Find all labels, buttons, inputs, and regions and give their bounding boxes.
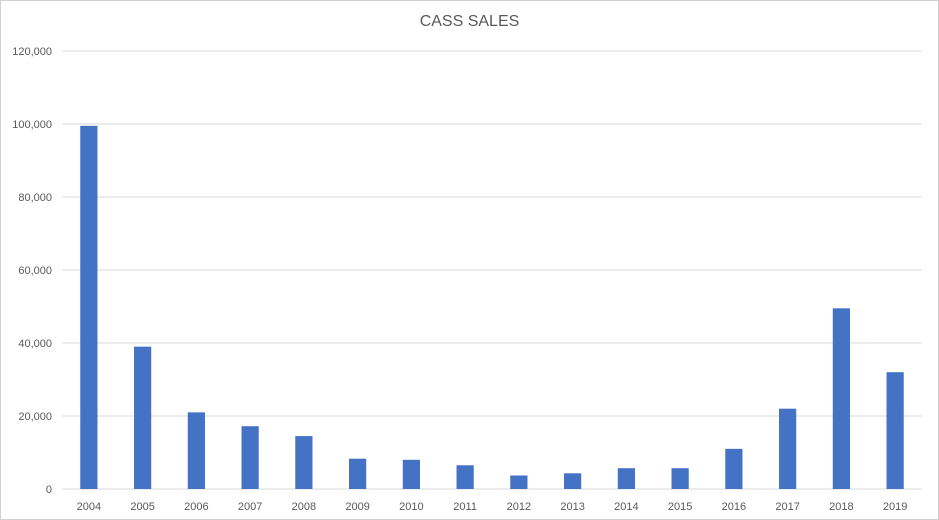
bar-2006 bbox=[187, 412, 205, 489]
x-tick-label-2017: 2017 bbox=[775, 501, 799, 513]
bar-2014 bbox=[617, 468, 635, 489]
x-tick-label-2016: 2016 bbox=[722, 501, 746, 513]
x-tick-label-2006: 2006 bbox=[184, 501, 208, 513]
x-tick-label-2009: 2009 bbox=[345, 501, 369, 513]
x-tick-label-2010: 2010 bbox=[399, 501, 423, 513]
x-tick-label-2011: 2011 bbox=[453, 501, 477, 513]
y-axis-ticks: 0 20,000 40,000 60,000 80,000 100,000 120,000 bbox=[12, 46, 52, 496]
y-tick-label: 120,000 bbox=[12, 46, 52, 58]
bar-2019 bbox=[886, 372, 904, 489]
y-tick-label: 20,000 bbox=[18, 411, 52, 423]
x-tick-label-2018: 2018 bbox=[829, 501, 853, 513]
bar-2007 bbox=[241, 426, 259, 489]
x-tick-label-2008: 2008 bbox=[292, 501, 316, 513]
gridlines bbox=[62, 50, 922, 490]
y-tick-label: 60,000 bbox=[18, 265, 52, 277]
bar-2005 bbox=[134, 346, 152, 489]
bar-2008 bbox=[295, 436, 313, 489]
bar-2004 bbox=[80, 125, 98, 489]
bar-2015 bbox=[671, 468, 689, 489]
bar-2017 bbox=[779, 408, 797, 489]
y-tick-label: 0 bbox=[46, 484, 52, 496]
bar-2018 bbox=[832, 308, 850, 489]
x-axis-ticks: 2004 2005 2006 2007 2008 2009 2010 2011 2012 2013… bbox=[77, 501, 908, 513]
bar-2011 bbox=[456, 465, 474, 489]
bar-2013 bbox=[564, 473, 582, 489]
bars bbox=[80, 125, 904, 489]
x-tick-label-2015: 2015 bbox=[668, 501, 692, 513]
bar-2012 bbox=[510, 475, 528, 489]
x-tick-label-2007: 2007 bbox=[238, 501, 262, 513]
x-tick-label-2012: 2012 bbox=[507, 501, 531, 513]
x-tick-label-2019: 2019 bbox=[883, 501, 907, 513]
bar-2009 bbox=[349, 458, 367, 489]
x-tick-label-2013: 2013 bbox=[560, 501, 584, 513]
x-tick-label-2004: 2004 bbox=[77, 501, 101, 513]
x-tick-label-2014: 2014 bbox=[614, 501, 638, 513]
bar-2010 bbox=[402, 459, 420, 489]
y-tick-label: 40,000 bbox=[18, 338, 52, 350]
bar-2016 bbox=[725, 448, 743, 489]
chart-title: CASS SALES bbox=[419, 13, 520, 30]
x-tick-label-2005: 2005 bbox=[130, 501, 154, 513]
y-tick-label: 80,000 bbox=[18, 192, 52, 204]
y-tick-label: 100,000 bbox=[12, 119, 52, 131]
